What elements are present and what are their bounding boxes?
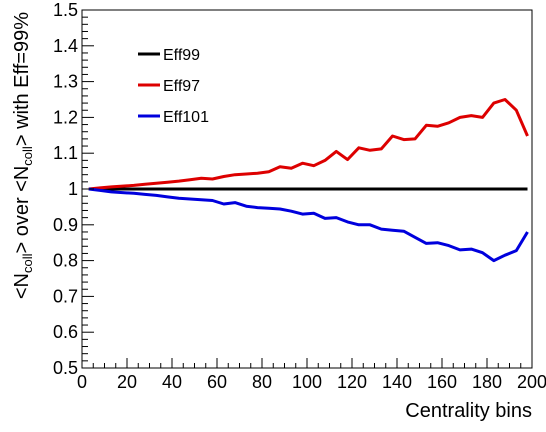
x-tick-label: 160: [427, 372, 457, 392]
series-line-eff101: [88, 187, 529, 263]
plot-area: [88, 98, 529, 263]
x-tick-label: 40: [162, 372, 182, 392]
x-tick-label: 100: [292, 372, 322, 392]
y-tick-label: 0.7: [53, 286, 78, 306]
y-tick-label: 1.2: [53, 107, 78, 127]
y-tick-label: 0.9: [53, 215, 78, 235]
y-axis-title: <Ncoll> over <Ncoll> with Eff=99%: [11, 12, 35, 299]
y-axis-title-part: > over <N: [11, 166, 33, 254]
y-tick-label: 1.4: [53, 36, 78, 56]
y-tick-label: 1.5: [53, 0, 78, 20]
x-tick-label: 20: [117, 372, 137, 392]
x-tick-label: 180: [472, 372, 502, 392]
legend: Eff99 Eff97 Eff101: [138, 47, 209, 126]
y-tick-label: 1.3: [53, 72, 78, 92]
legend-label-eff101: Eff101: [163, 109, 209, 126]
y-tick-label: 1: [68, 179, 78, 199]
y-tick-label: 0.8: [53, 251, 78, 271]
series-line-eff97: [88, 98, 529, 191]
y-axis-title-subscript: coll: [20, 253, 35, 273]
x-axis-title: Centrality bins: [405, 400, 532, 422]
x-tick-label: 80: [252, 372, 272, 392]
axes: 0 20 40 60 80 100 120 140 160 180 200 0.5 0.6 0.7 0.8 0…: [53, 0, 546, 392]
x-tick-label: 200: [517, 372, 546, 392]
legend-label-eff97: Eff97: [163, 78, 200, 95]
x-tick-label: 120: [337, 372, 367, 392]
y-axis-title-part: <N: [11, 273, 33, 299]
x-tick-label: 0: [77, 372, 87, 392]
legend-label-eff99: Eff99: [163, 47, 200, 64]
y-tick-label: 0.6: [53, 322, 78, 342]
y-tick-label: 0.5: [53, 358, 78, 378]
y-axis-title-part: > with Eff=99%: [11, 12, 33, 146]
y-tick-label: 1.1: [53, 143, 78, 163]
y-axis-title-subscript: coll: [20, 146, 35, 166]
x-tick-label: 60: [207, 372, 227, 392]
x-tick-label: 140: [382, 372, 412, 392]
